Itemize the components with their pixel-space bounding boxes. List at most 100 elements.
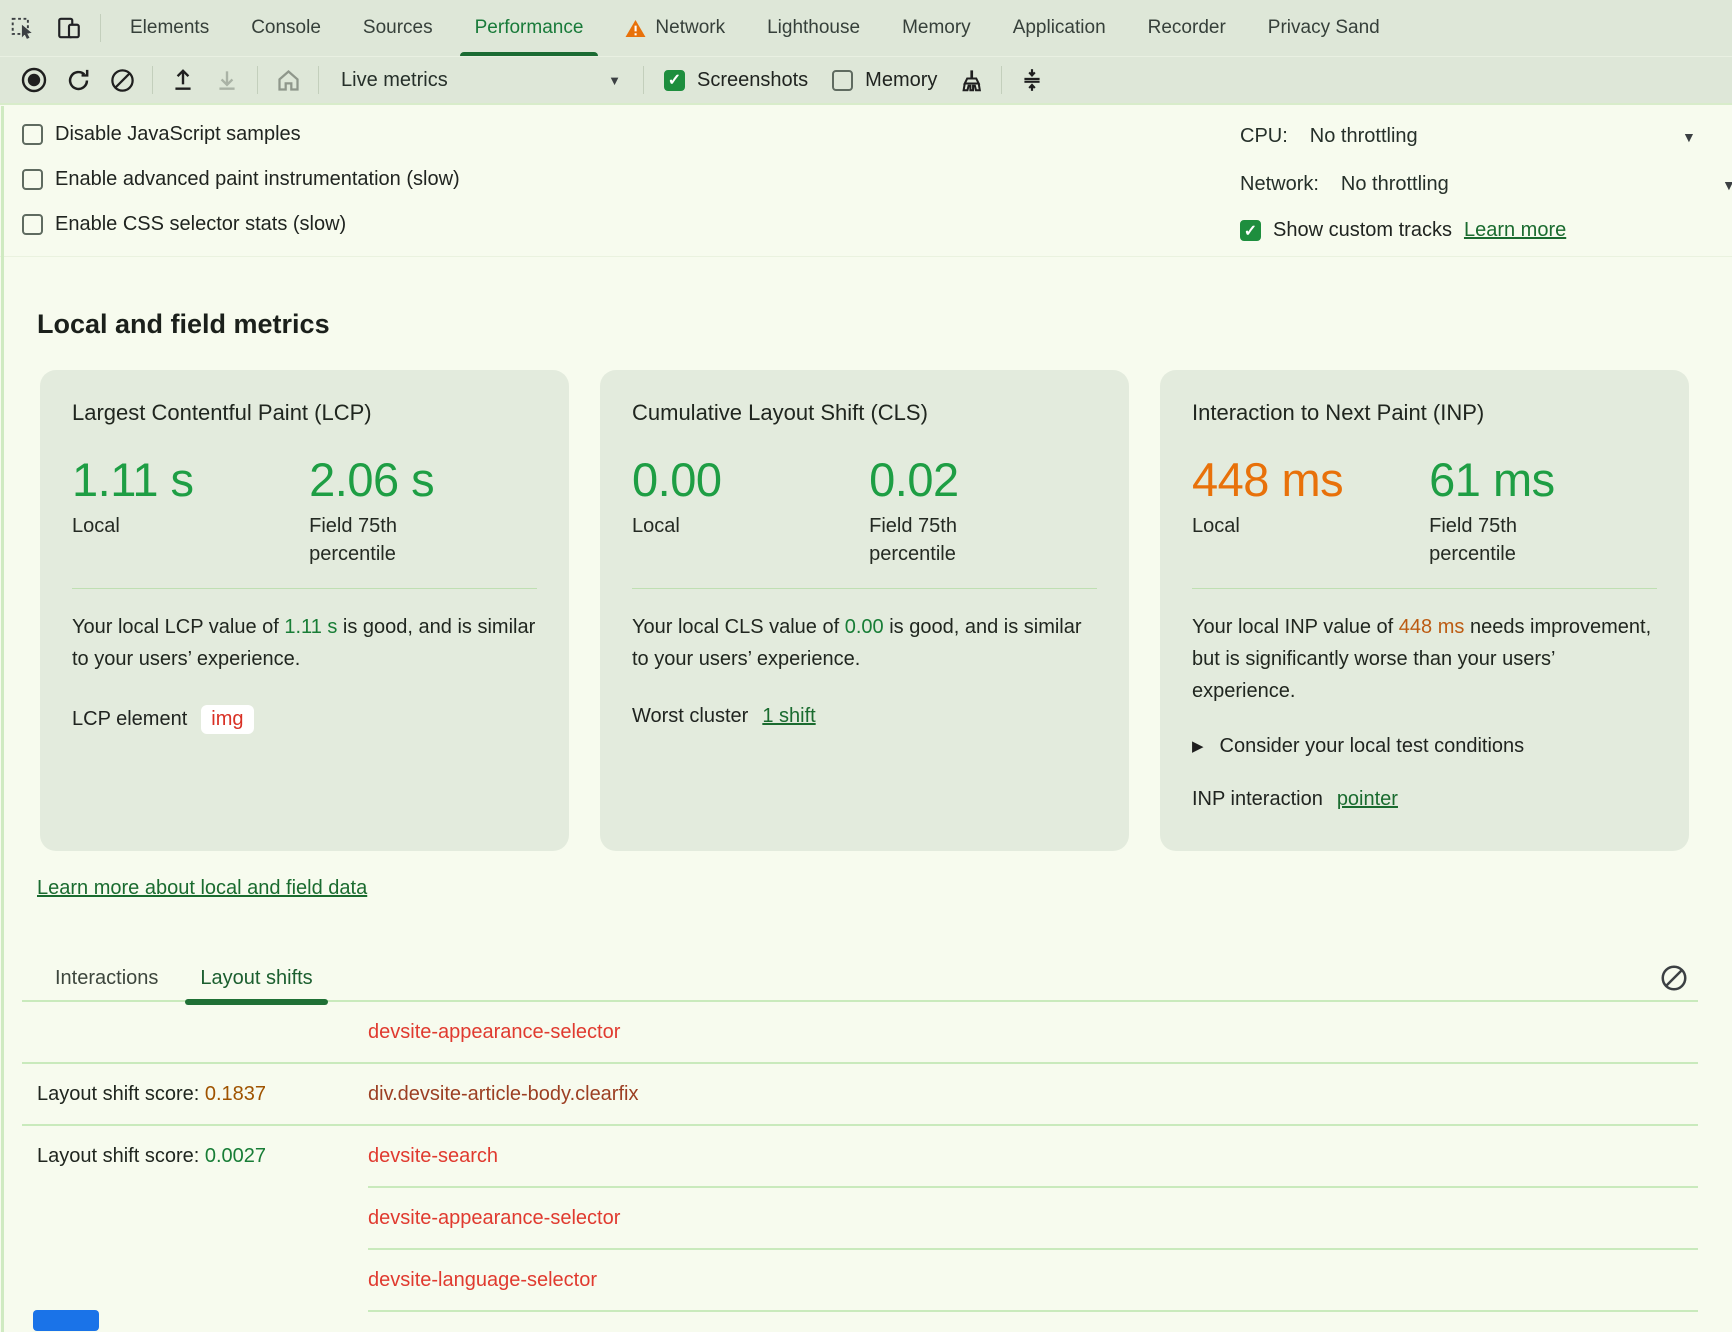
element-link[interactable]: devsite-language-selector [368, 1268, 598, 1291]
lcp-description: Your local LCP value of 1.11 s is good, … [72, 615, 536, 670]
history-dropdown[interactable]: Live metrics ▼ [331, 69, 631, 92]
clear-button[interactable] [100, 60, 144, 100]
screenshots-checkbox-row[interactable]: ✓ Screenshots [664, 69, 808, 92]
inspect-element-icon[interactable] [0, 6, 46, 50]
lcp-element-chip[interactable]: img [201, 704, 254, 734]
element-link[interactable]: devsite-search [368, 1144, 499, 1167]
tab-network[interactable]: Network [604, 0, 746, 56]
disclosure-triangle-icon: ▶ [1192, 738, 1204, 756]
chevron-down-icon: ▼ [608, 72, 621, 88]
section-title: Local and field metrics [37, 309, 330, 339]
css-selector-stats-row[interactable]: Enable CSS selector stats (slow) [22, 213, 460, 236]
tab-label: Privacy Sand [1267, 17, 1380, 38]
advanced-paint-label: Enable advanced paint instrumentation (s… [55, 168, 460, 190]
row-divider [368, 1186, 1698, 1188]
row-divider [22, 1062, 1698, 1064]
warning-icon [625, 19, 646, 37]
reload-record-button[interactable] [56, 60, 100, 100]
log-tab-layout-shifts[interactable]: Layout shifts [185, 955, 328, 1005]
metric-cards: Largest Contentful Paint (LCP) 1.11 s Lo… [40, 370, 1689, 851]
disable-js-samples-row[interactable]: Disable JavaScript samples [22, 123, 460, 146]
element-link[interactable]: div.devsite-floating-action-buttons [368, 1331, 664, 1332]
download-profile-icon[interactable] [205, 60, 249, 100]
tab-sources[interactable]: Sources [342, 0, 454, 56]
advanced-paint-row[interactable]: Enable advanced paint instrumentation (s… [22, 168, 460, 191]
tab-label: Application [1012, 17, 1106, 38]
inp-interaction-link[interactable]: pointer [1336, 787, 1398, 810]
css-selector-stats-checkbox[interactable] [22, 214, 43, 235]
lcp-inline-value: 1.11 s [284, 615, 338, 638]
cls-field-label: Field 75th percentile [869, 514, 957, 565]
custom-tracks-learn-more-link[interactable]: Learn more [1463, 219, 1567, 241]
tab-privacy-sand[interactable]: Privacy Sand [1247, 0, 1401, 56]
layout-shift-row: Layout shift score: 0.0027 devsite-search [22, 1126, 1698, 1186]
panel-edge-line [1, 106, 4, 1332]
inp-card: Interaction to Next Paint (INP) 448 ms L… [1160, 370, 1689, 851]
cls-local-value: 0.00 [632, 453, 722, 506]
tab-label: Elements [130, 17, 210, 38]
advanced-paint-checkbox[interactable] [22, 169, 43, 190]
element-link[interactable]: div.devsite-article-body.clearfix [368, 1082, 639, 1105]
log-tabs: Interactions Layout shifts [22, 955, 1698, 1005]
inp-field-value: 61 ms [1429, 453, 1555, 506]
element-link[interactable]: devsite-appearance-selector [368, 1206, 621, 1229]
screenshots-checkbox[interactable]: ✓ [664, 69, 685, 91]
cls-card-title: Cumulative Layout Shift (CLS) [632, 400, 928, 425]
clear-log-button[interactable] [1656, 960, 1692, 996]
devtools-tabbar: Elements Console Sources Performance Networ… [0, 0, 1732, 57]
memory-checkbox-row[interactable]: Memory [832, 69, 937, 92]
custom-tracks-row[interactable]: ✓ Show custom tracks Learn more [1240, 219, 1566, 242]
card-divider [72, 587, 537, 589]
log-tab-interactions[interactable]: Interactions [55, 966, 159, 989]
row-divider [22, 1124, 1698, 1126]
tab-lighthouse[interactable]: Lighthouse [746, 0, 881, 56]
element-link[interactable]: devsite-appearance-selector [368, 1020, 621, 1043]
tab-elements[interactable]: Elements [109, 0, 230, 56]
performance-toolbar: Live metrics ▼ ✓ Screenshots Memory [0, 57, 1732, 105]
local-test-conditions-disclosure[interactable]: ▶ Consider your local test conditions [1192, 735, 1657, 758]
network-throttling-row: Network: No throttling [1240, 171, 1566, 197]
card-divider [1192, 587, 1657, 589]
tab-performance[interactable]: Performance [454, 0, 605, 56]
tab-console[interactable]: Console [230, 0, 342, 56]
bottom-partial-element [33, 1310, 99, 1331]
cpu-chevron-down-icon[interactable]: ▼ [1682, 129, 1696, 145]
network-chevron-down-icon[interactable]: ▼ [1722, 177, 1732, 193]
custom-tracks-label: Show custom tracks [1273, 219, 1452, 241]
divider [1001, 66, 1003, 94]
field-data-learn-more-link[interactable]: Learn more about local and field data [37, 877, 368, 899]
cls-inline-value: 0.00 [844, 615, 884, 638]
layout-shift-score-label: Layout shift score: 0.0027 [37, 1144, 267, 1167]
layout-shift-row: devsite-appearance-selector [22, 1188, 1698, 1248]
row-divider [368, 1310, 1698, 1312]
lcp-field-label: Field 75th percentile [309, 514, 397, 565]
history-dropdown-value: Live metrics [341, 68, 448, 91]
device-toolbar-icon[interactable] [46, 6, 92, 50]
row-divider [368, 1248, 1698, 1250]
worst-cluster-label: Worst cluster [632, 704, 749, 727]
divider [152, 66, 153, 94]
collect-garbage-broom-icon[interactable] [949, 60, 993, 100]
layout-shift-row: Layout shift score: 0.1837 div.devsite-ar… [22, 1064, 1698, 1124]
tab-application[interactable]: Application [992, 0, 1127, 56]
custom-tracks-checkbox[interactable]: ✓ [1240, 220, 1261, 241]
tab-label: Network [655, 17, 726, 38]
memory-checkbox[interactable] [832, 69, 854, 91]
divider [257, 66, 258, 94]
tab-memory[interactable]: Memory [881, 0, 992, 56]
inp-interaction-label: INP interaction [1192, 787, 1323, 810]
record-button[interactable] [12, 60, 56, 100]
tab-label: Console [251, 17, 321, 38]
network-throttling-select[interactable]: No throttling [1340, 172, 1449, 195]
home-icon[interactable] [266, 60, 310, 100]
disable-js-samples-checkbox[interactable] [22, 124, 43, 145]
css-selector-stats-label: Enable CSS selector stats (slow) [55, 213, 347, 235]
collapse-icon[interactable] [1010, 60, 1054, 100]
layout-shift-rows: devsite-appearance-selector Layout shift … [22, 1002, 1698, 1332]
worst-cluster-link[interactable]: 1 shift [762, 704, 816, 727]
tab-recorder[interactable]: Recorder [1127, 0, 1247, 56]
inp-field-label: Field 75th percentile [1429, 514, 1517, 565]
upload-profile-icon[interactable] [161, 60, 205, 100]
cpu-throttling-select[interactable]: No throttling [1309, 124, 1418, 147]
layout-shift-row: devsite-appearance-selector [22, 1002, 1698, 1062]
